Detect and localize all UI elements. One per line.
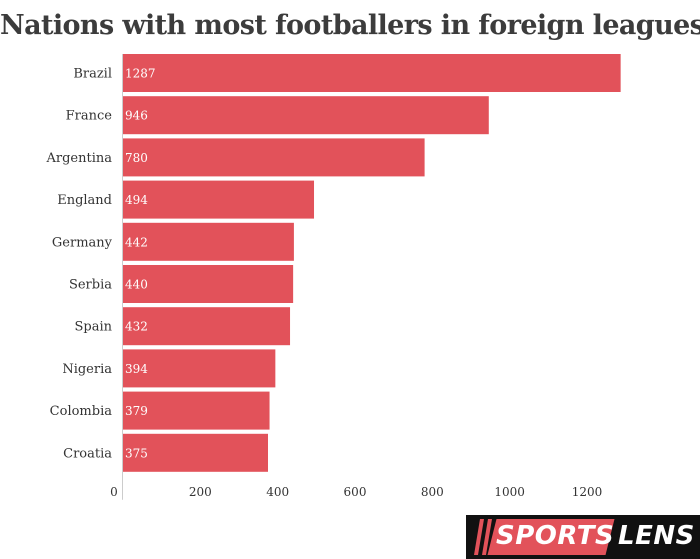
bar-serbia [123, 265, 294, 303]
x-axis-ticks: 0 200 400 600 800 1000 1200 [110, 485, 602, 499]
value-label-nigeria: 394 [125, 362, 148, 376]
bars-group [123, 54, 621, 472]
x-tick-label-1200: 1200 [572, 485, 603, 499]
x-tick-label-0: 0 [110, 485, 118, 499]
bar-croatia [123, 433, 268, 472]
value-label-england: 494 [125, 193, 148, 207]
value-label-colombia: 379 [125, 404, 148, 418]
value-label-brazil: 1287 [125, 67, 156, 81]
x-tick-label-200: 200 [189, 485, 212, 499]
bar-france [123, 96, 489, 135]
x-tick-label-1000: 1000 [494, 485, 525, 499]
bar-germany [123, 222, 294, 261]
category-label-colombia: Colombia [50, 404, 113, 419]
value-label-france: 946 [125, 109, 148, 123]
value-label-argentina: 780 [125, 151, 148, 165]
logo-stripes-icon [474, 519, 492, 555]
chart-title: Nations with most footballers in foreign… [0, 10, 700, 41]
category-label-croatia: Croatia [63, 446, 112, 461]
sportslens-logo: SPORTS LENS [466, 515, 700, 559]
bar-chart: Brazil France Argentina England Germany Serbi… [46, 54, 621, 500]
bar-argentina [123, 138, 425, 177]
value-label-spain: 432 [125, 320, 148, 334]
category-label-france: France [66, 109, 113, 124]
bar-brazil [123, 54, 621, 92]
bar-spain [123, 307, 291, 346]
bar-england [123, 180, 315, 219]
category-label-spain: Spain [74, 320, 112, 335]
category-label-brazil: Brazil [73, 67, 112, 82]
category-labels: Brazil France Argentina England Germany Serbi… [46, 67, 113, 462]
value-label-serbia: 440 [125, 278, 148, 292]
logo-sports-text: SPORTS [496, 521, 615, 551]
x-tick-label-600: 600 [344, 485, 367, 499]
x-tick-label-800: 800 [421, 485, 444, 499]
value-label-germany: 442 [125, 235, 148, 249]
category-label-serbia: Serbia [69, 278, 112, 293]
value-label-croatia: 375 [125, 446, 148, 460]
category-label-germany: Germany [52, 235, 113, 250]
category-label-argentina: Argentina [46, 151, 113, 166]
bar-colombia [123, 391, 270, 430]
category-label-england: England [57, 193, 112, 208]
x-tick-label-400: 400 [266, 485, 289, 499]
category-label-nigeria: Nigeria [62, 362, 112, 377]
logo-lens-text: LENS [618, 521, 695, 551]
value-labels: 1287 946 780 494 442 440 432 394 379 375 [125, 67, 156, 461]
bar-nigeria [123, 349, 276, 388]
